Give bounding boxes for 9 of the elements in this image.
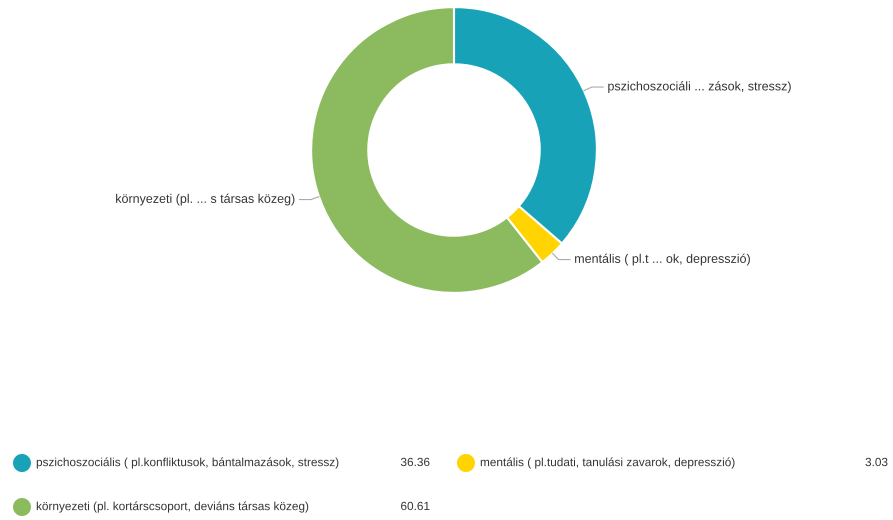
legend-label: mentális ( pl.tudati, tanulási zavarok, depresszió) <box>480 457 735 469</box>
data-label: 36.36 <box>400 458 430 466</box>
text: mentális ( pl.t ... ok, depresszió) <box>575 254 750 266</box>
data-label: 3.03 <box>865 458 888 466</box>
text: pszichoszociáli ... zások, stressz) <box>608 81 791 93</box>
data-label: 60.61 <box>401 502 430 510</box>
legend-label: környezeti (pl. kortárscsoport, deviáns társas közeg) <box>36 501 308 513</box>
legend-label: pszichoszociális ( pl.konfliktusok, bántalmazások, stressz) <box>36 457 338 469</box>
text: környezeti (pl. ... s társas közeg) <box>116 194 294 206</box>
